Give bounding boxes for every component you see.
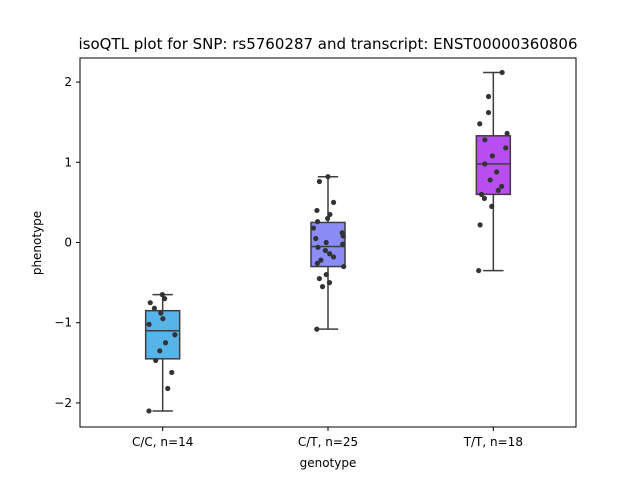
data-point [323,271,329,278]
data-point [330,199,337,205]
x-axis-label: genotype [300,456,357,470]
data-point [341,263,347,270]
data-point [477,121,483,127]
data-point [485,93,492,100]
data-point [158,310,164,316]
data-point [325,174,331,180]
data-point [487,177,493,183]
data-point [313,235,319,242]
data-point [495,187,501,193]
data-point [482,161,488,167]
data-point [314,326,320,332]
data-point [476,267,482,274]
data-point [314,207,320,214]
data-point [316,275,322,282]
data-point [153,357,159,364]
data-point [504,130,510,137]
data-point [165,385,171,392]
data-point [147,300,153,306]
y-tick-label: −1 [54,316,72,330]
data-point [310,225,317,231]
data-point [314,260,320,266]
data-point [330,254,337,260]
data-point [478,191,485,197]
data-point [319,284,326,290]
data-point [503,145,509,151]
data-point [327,211,333,218]
data-point [499,69,505,76]
data-point [146,408,152,414]
x-tick-label: C/T, n=25 [298,435,358,449]
box-iqr [310,221,346,268]
box-iqr [475,135,512,196]
data-point [315,244,321,250]
data-point [316,178,323,185]
data-point [494,169,500,175]
chart-title: isoQTL plot for SNP: rs5760287 and trans… [78,35,577,53]
data-point [146,321,152,327]
data-point [172,332,178,338]
data-point [327,251,333,257]
x-tick-label: T/T, n=18 [463,435,523,449]
data-point [340,241,346,247]
y-tick-label: 1 [64,155,72,169]
y-axis-label: phenotype [30,211,44,275]
data-point [157,348,163,354]
y-tick-label: 2 [64,75,72,89]
data-point [323,239,329,246]
data-point [485,109,492,116]
data-point [477,222,483,228]
data-point [169,369,175,376]
data-point [314,219,321,225]
data-point [340,233,346,239]
data-point [482,137,488,143]
data-point [499,183,505,189]
data-point [481,195,488,201]
data-point [318,257,324,263]
data-point [159,292,165,298]
data-point [489,203,495,210]
data-point [324,215,331,222]
data-point [151,305,157,311]
data-point [162,340,169,346]
y-tick-label: 0 [64,236,72,250]
data-point [160,316,166,322]
data-point [322,247,328,254]
data-point [489,153,495,159]
data-point [162,296,168,302]
data-point [326,280,333,286]
y-tick-label: −2 [54,396,72,410]
x-tick-label: C/C, n=14 [132,435,193,449]
